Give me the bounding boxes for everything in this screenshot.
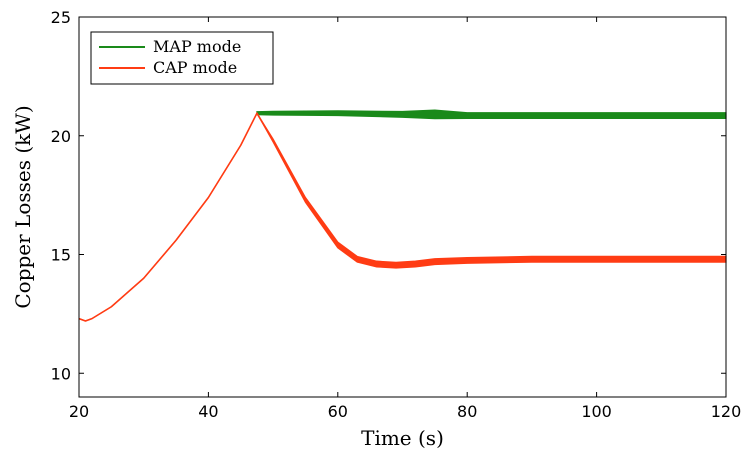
legend-label-map: MAP mode <box>153 37 241 56</box>
x-axis-label: Time (s) <box>361 426 444 450</box>
series-oscillation-band <box>256 109 727 120</box>
series-cap <box>78 111 727 322</box>
x-tick-label: 20 <box>69 402 89 421</box>
plot-frame <box>78 16 727 398</box>
series-line <box>256 112 726 117</box>
y-tick-label: 10 <box>51 364 71 383</box>
y-tick-label: 20 <box>51 127 71 146</box>
x-tick-label: 100 <box>581 402 612 421</box>
series-line <box>78 112 726 322</box>
y-tick-label: 25 <box>51 8 71 27</box>
x-tick-label: 120 <box>711 402 742 421</box>
y-axis-label: Copper Losses (kW) <box>11 105 35 308</box>
x-tick-label: 80 <box>457 402 477 421</box>
y-tick-label: 15 <box>51 246 71 265</box>
legend: MAP mode CAP mode <box>90 31 274 85</box>
series-map <box>256 109 727 120</box>
x-tick-label: 60 <box>328 402 348 421</box>
ticks-layer: 20 40 60 80 100 120 10 15 20 25 <box>51 8 742 421</box>
legend-label-cap: CAP mode <box>153 58 237 77</box>
series-oscillation-band <box>78 111 727 322</box>
x-tick-label: 40 <box>198 402 218 421</box>
series-layer <box>78 109 727 322</box>
legend-box <box>90 31 274 85</box>
